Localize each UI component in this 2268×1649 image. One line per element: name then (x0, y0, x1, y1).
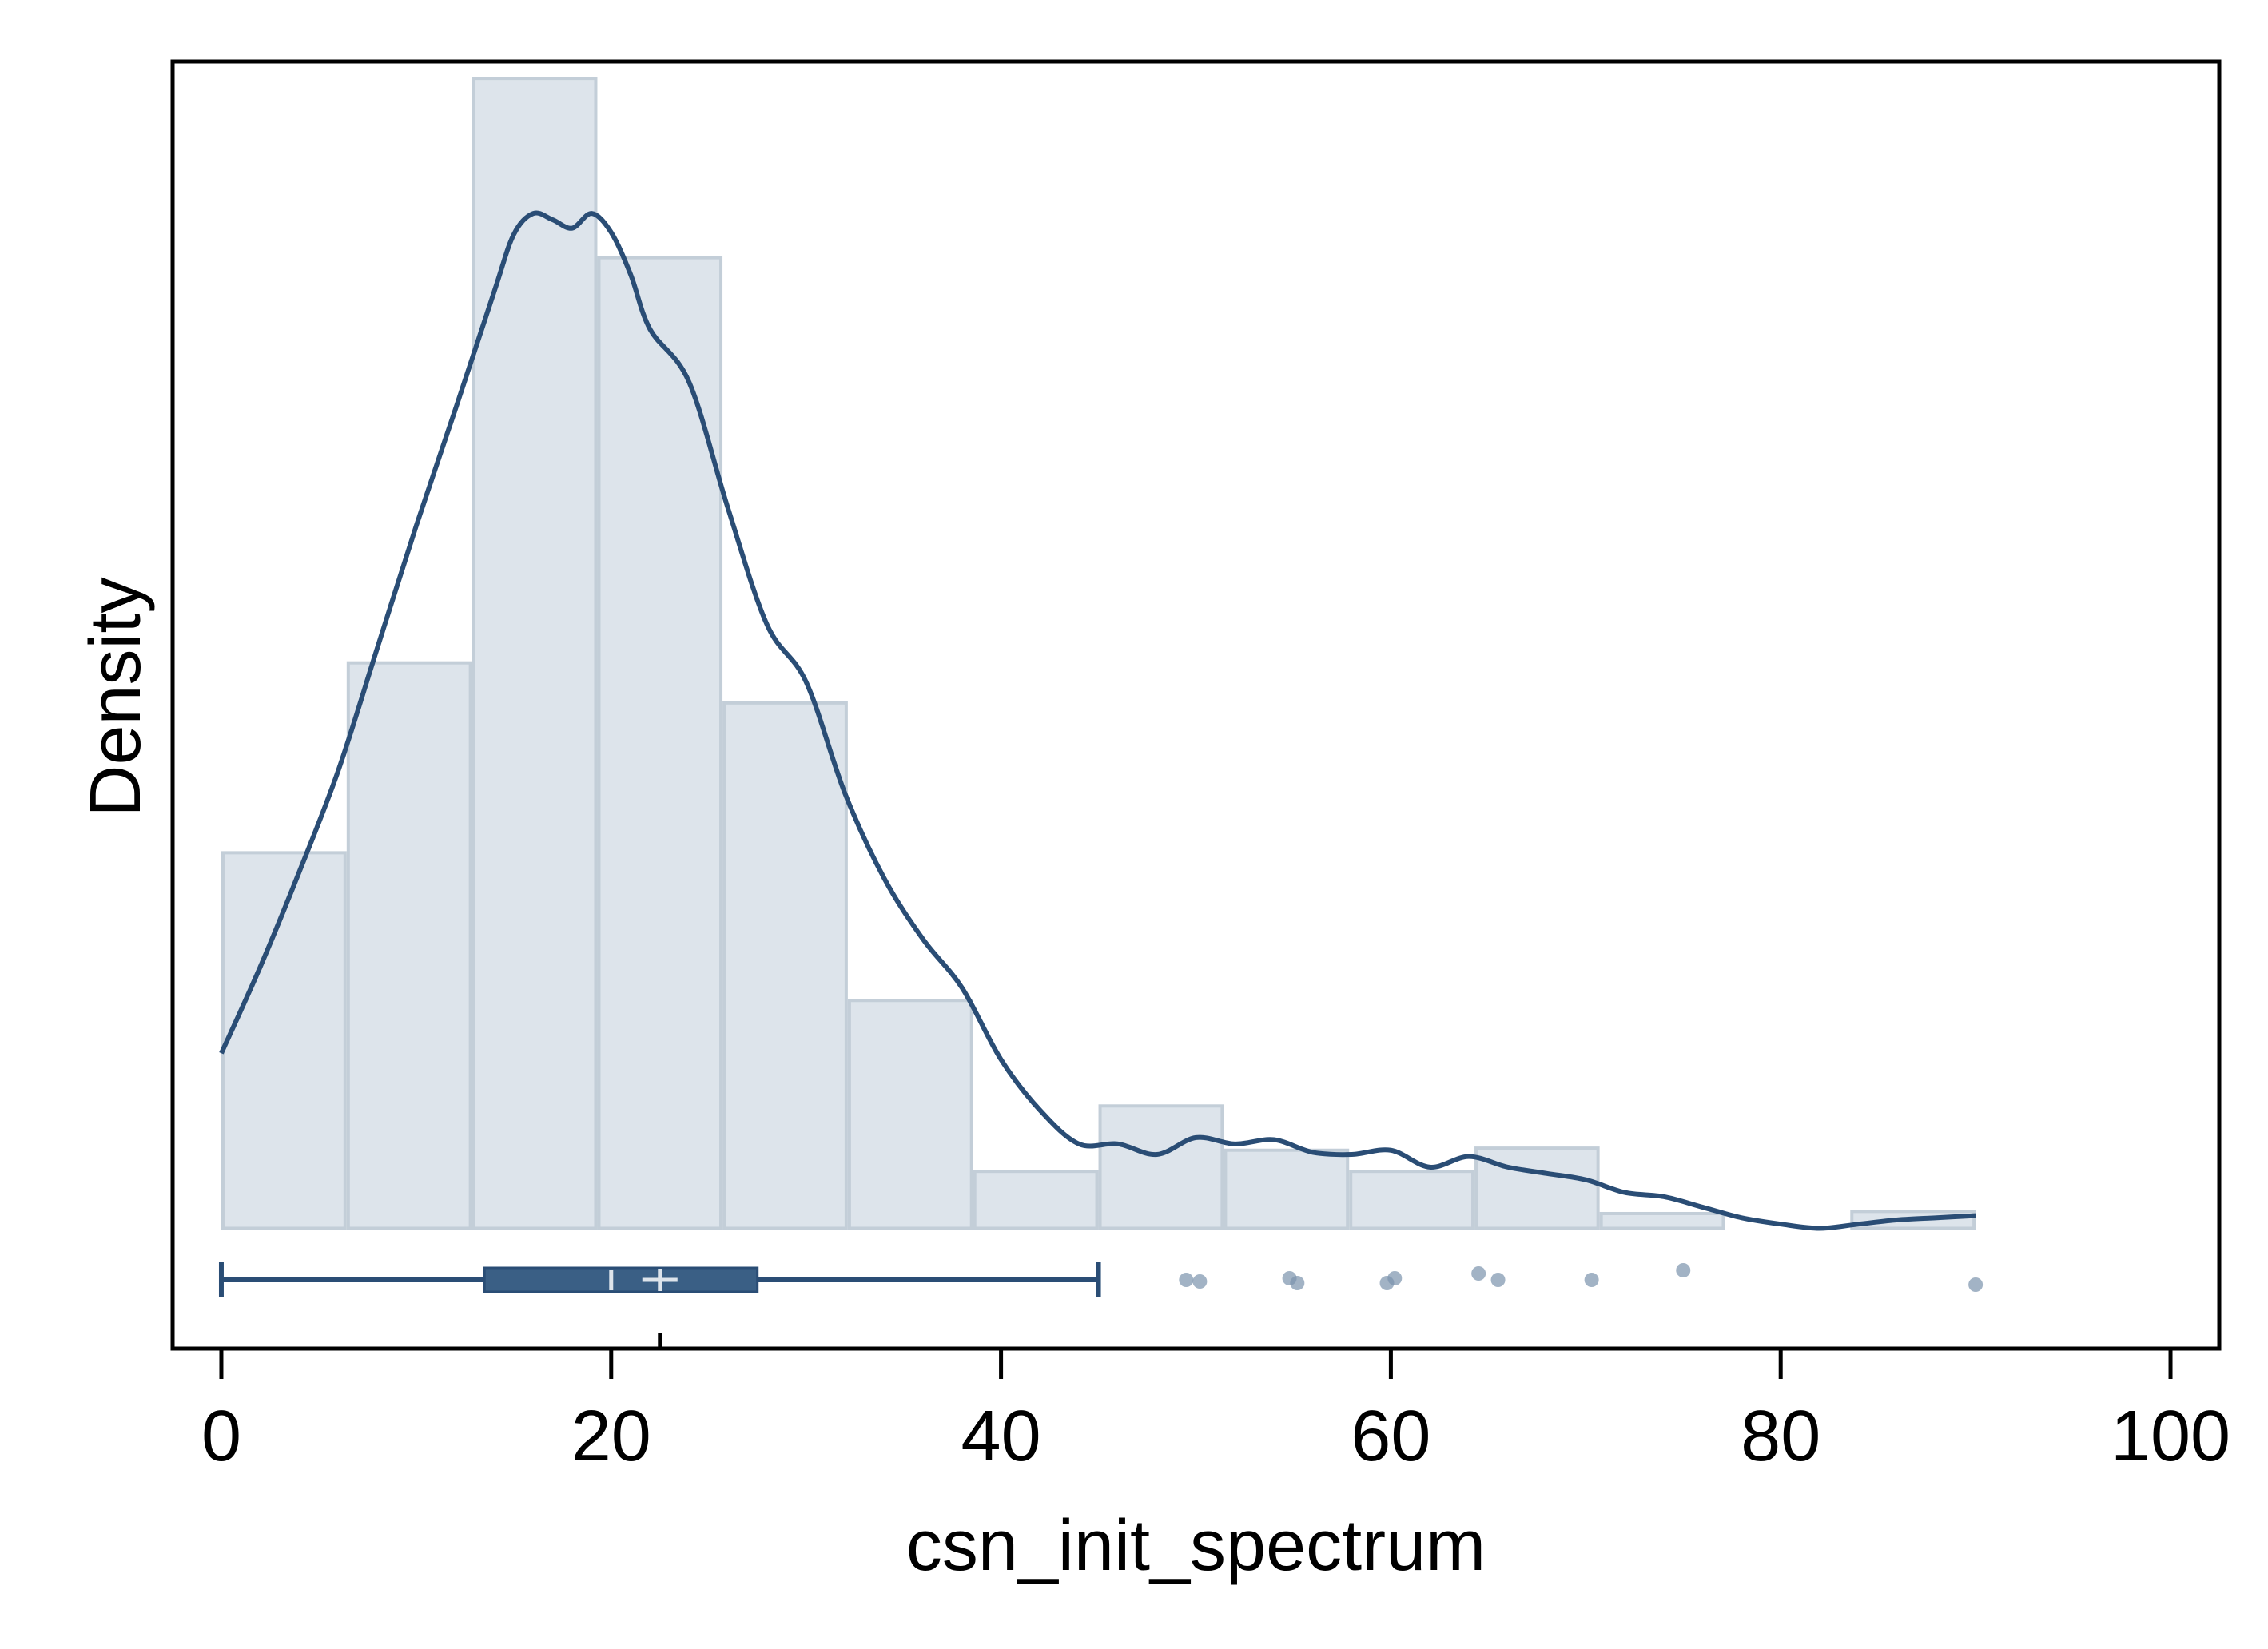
outlier-point (1387, 1271, 1403, 1285)
density-curve-layer (219, 210, 1976, 1231)
outlier-point (1968, 1277, 1984, 1292)
boxplot-layer (218, 1262, 1101, 1297)
histogram-bars (221, 77, 1976, 1230)
outlier-points (1179, 1263, 1984, 1292)
density-curve (219, 210, 1976, 1231)
x-tick-label: 20 (571, 1397, 651, 1476)
histogram-bar (1224, 1148, 1350, 1230)
outlier-point (1471, 1266, 1486, 1281)
histogram-bar (847, 999, 973, 1230)
x-tick-label: 40 (961, 1397, 1041, 1476)
histogram-bar (1474, 1146, 1600, 1230)
x-axis-label: csn_init_spectrum (906, 1506, 1486, 1586)
histogram-bar (472, 77, 598, 1230)
outlier-point (1290, 1276, 1305, 1290)
y-axis-label: Density (76, 577, 156, 817)
outlier-point (1179, 1273, 1194, 1287)
x-axis: 0 20 40 60 80 100 (201, 1333, 2230, 1476)
x-tick-label: 0 (201, 1397, 241, 1476)
outlier-point (1584, 1273, 1599, 1287)
interquartile-box (483, 1266, 759, 1293)
outlier-point (1490, 1273, 1506, 1287)
outlier-point (1192, 1274, 1208, 1289)
histogram-bar (346, 661, 472, 1230)
histogram-bar (1599, 1211, 1725, 1230)
plot-frame (170, 59, 2222, 1351)
histogram-bar (973, 1170, 1099, 1230)
x-tick-label: 60 (1351, 1397, 1430, 1476)
histogram-bar (1098, 1104, 1224, 1230)
outlier-point (1676, 1263, 1691, 1277)
histogram-bar (1349, 1170, 1475, 1230)
histogram-bar (597, 256, 723, 1230)
x-tick-label: 80 (1741, 1397, 1820, 1476)
x-tick-label: 100 (2111, 1397, 2230, 1476)
histogram-bar (722, 701, 848, 1230)
